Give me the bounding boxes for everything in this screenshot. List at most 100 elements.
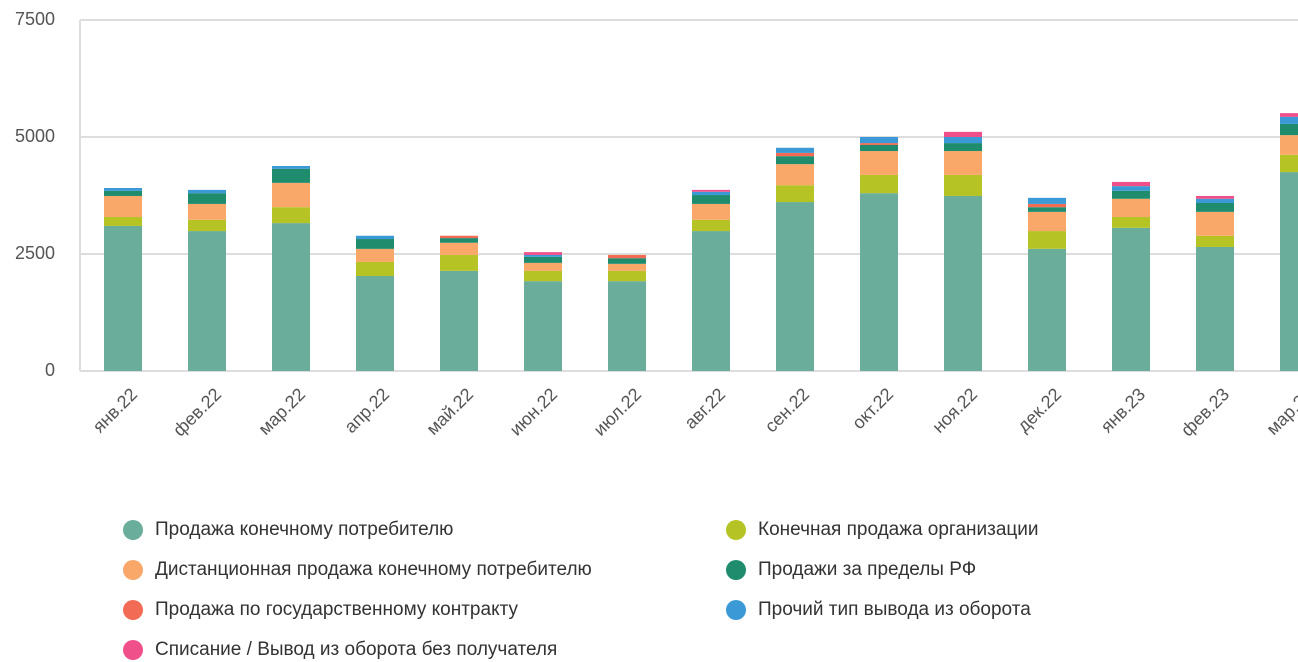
bar-segment bbox=[104, 188, 142, 191]
bar-segment bbox=[104, 190, 142, 196]
legend-label: Конечная продажа организации bbox=[758, 519, 1039, 540]
bar-segment bbox=[860, 151, 898, 175]
x-tick-label: янв.22 bbox=[89, 384, 142, 437]
legend-marker bbox=[726, 560, 746, 580]
bar-segment bbox=[440, 235, 478, 239]
bar-segment bbox=[944, 137, 982, 144]
bar-segment bbox=[1028, 248, 1066, 371]
bar-segment bbox=[1112, 181, 1150, 187]
bar-segment bbox=[860, 143, 898, 145]
bar-segment bbox=[440, 238, 478, 243]
bar-segment bbox=[524, 254, 562, 257]
bar-segment bbox=[524, 256, 562, 263]
bar-segment bbox=[272, 166, 310, 169]
bar-segment bbox=[272, 168, 310, 183]
bar-segment bbox=[188, 231, 226, 371]
bar-segment bbox=[860, 174, 898, 194]
bar-segment bbox=[1280, 123, 1298, 136]
bar-segment bbox=[1028, 197, 1066, 204]
bar-segment bbox=[776, 156, 814, 165]
bar-segment bbox=[1112, 217, 1150, 228]
x-tick-label: окт.22 bbox=[848, 384, 897, 433]
bar-segment bbox=[1112, 186, 1150, 191]
bar-segment bbox=[1280, 113, 1298, 117]
bar-segment bbox=[1196, 195, 1234, 199]
x-tick-label: янв.23 bbox=[1097, 384, 1150, 437]
bar-segment bbox=[776, 185, 814, 203]
bar-segment bbox=[524, 262, 562, 271]
y-tick-label: 0 bbox=[45, 360, 55, 380]
x-tick-label: мар.23 bbox=[1262, 384, 1298, 439]
legend-label: Продажа по государственному контракту bbox=[155, 599, 519, 620]
bar-segment bbox=[944, 195, 982, 371]
bar-segment bbox=[944, 131, 982, 137]
bar-segment bbox=[608, 281, 646, 371]
bar-segment bbox=[608, 263, 646, 271]
bar-segment bbox=[188, 193, 226, 204]
legend-label: Прочий тип вывода из оборота bbox=[758, 599, 1031, 620]
bar-segment bbox=[860, 144, 898, 152]
bar-segment bbox=[776, 202, 814, 371]
y-tick-label: 7500 bbox=[15, 9, 55, 29]
bar-segment bbox=[1112, 198, 1150, 218]
bar-segment bbox=[1196, 235, 1234, 247]
bar-segment bbox=[944, 151, 982, 175]
bar-segment bbox=[776, 147, 814, 153]
bar-segment bbox=[356, 239, 394, 249]
bar-segment bbox=[608, 258, 646, 264]
bar-segment bbox=[608, 270, 646, 282]
legend-label: Списание / Вывод из оборота без получате… bbox=[155, 639, 557, 660]
bar-segment bbox=[1112, 190, 1150, 199]
bar-segment bbox=[692, 189, 730, 192]
x-tick-label: дек.22 bbox=[1013, 384, 1065, 436]
bar-segment bbox=[776, 164, 814, 186]
bar-segment bbox=[104, 225, 142, 371]
bar-segment bbox=[692, 191, 730, 196]
bar-segment bbox=[104, 195, 142, 218]
bar-segment bbox=[1280, 154, 1298, 173]
legend-marker bbox=[123, 560, 143, 580]
legend-marker bbox=[123, 640, 143, 660]
bar-segment bbox=[692, 231, 730, 371]
bar-segment bbox=[1112, 227, 1150, 371]
bar-segment bbox=[188, 219, 226, 232]
bar-segment bbox=[440, 254, 478, 271]
x-tick-label: фев.22 bbox=[169, 384, 225, 440]
bar-segment bbox=[1280, 116, 1298, 124]
bar-segment bbox=[272, 207, 310, 224]
x-tick-label: май.22 bbox=[422, 384, 477, 439]
bar-segment bbox=[944, 143, 982, 152]
bar-segment bbox=[1280, 172, 1298, 371]
bar-segment bbox=[692, 219, 730, 232]
bar-segment bbox=[440, 270, 478, 371]
bar-segment bbox=[776, 152, 814, 157]
bar-segment bbox=[1028, 203, 1066, 208]
bar-segment bbox=[1280, 135, 1298, 155]
x-tick-label: сен.22 bbox=[761, 384, 813, 436]
bar-segment bbox=[356, 275, 394, 371]
x-tick-label: июн.22 bbox=[506, 384, 562, 440]
legend-label: Дистанционная продажа конечному потребит… bbox=[155, 559, 592, 580]
bar-segment bbox=[1196, 202, 1234, 212]
legend-marker bbox=[726, 600, 746, 620]
x-tick-label: июл.22 bbox=[590, 384, 646, 440]
bar-segment bbox=[944, 174, 982, 196]
bar-segment bbox=[104, 217, 142, 226]
legend-marker bbox=[726, 520, 746, 540]
bar-segment bbox=[1028, 207, 1066, 212]
x-tick-label: фев.23 bbox=[1177, 384, 1233, 440]
bar-segment bbox=[1028, 211, 1066, 232]
y-tick-label: 2500 bbox=[15, 243, 55, 263]
bar-segment bbox=[356, 248, 394, 262]
bar-segment bbox=[524, 281, 562, 371]
bar-segment bbox=[1196, 198, 1234, 203]
bar-segment bbox=[356, 235, 394, 240]
bar-segment bbox=[860, 193, 898, 371]
bar-segment bbox=[1196, 246, 1234, 371]
bar-segment bbox=[1196, 211, 1234, 236]
bar-segment bbox=[524, 270, 562, 282]
bar-segment bbox=[356, 261, 394, 276]
bar-segment bbox=[524, 252, 562, 255]
